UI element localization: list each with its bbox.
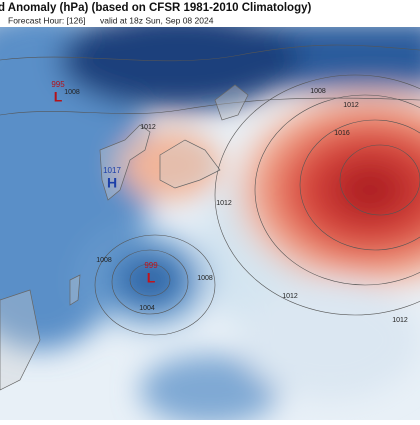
isobar-label: 1008 xyxy=(197,275,213,282)
title: d Anomaly (hPa) (based on CFSR 1981-2010… xyxy=(0,2,312,14)
isobar-label: 1008 xyxy=(96,257,112,264)
center-symbol: H xyxy=(107,175,117,191)
isobar-label: 1012 xyxy=(343,102,359,109)
isobars xyxy=(0,44,420,336)
header-bar xyxy=(0,0,420,27)
isobar-label: 1008 xyxy=(310,88,326,95)
center-symbol: L xyxy=(54,89,63,105)
isobar-label: 1016 xyxy=(334,130,350,137)
landmass xyxy=(0,84,249,391)
isobar-label: 1012 xyxy=(140,124,156,131)
anomaly-field xyxy=(0,10,420,425)
center-pressure: 1017 xyxy=(103,166,121,175)
isobar-label: 1012 xyxy=(282,293,298,300)
forecast-hour: Forecast Hour: [126] xyxy=(8,15,85,25)
isobar-label: 1004 xyxy=(139,305,155,312)
isobar-label: 1012 xyxy=(216,200,232,207)
center-pressure: 999 xyxy=(144,261,158,270)
center-pressure: 995 xyxy=(51,80,65,89)
isobar-label: 1008 xyxy=(64,89,80,96)
center-symbol: L xyxy=(147,270,156,286)
isobar-label: 1012 xyxy=(392,317,408,324)
valid-time: valid at 18z Sun, Sep 08 2024 xyxy=(100,15,214,25)
